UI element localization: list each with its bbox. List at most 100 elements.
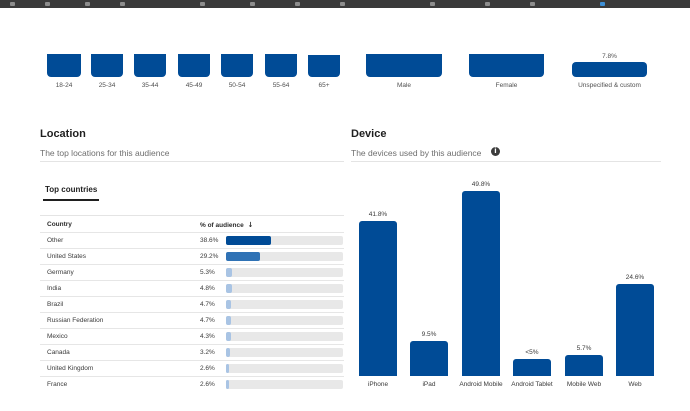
table-row: Germany 5.3% — [40, 264, 344, 280]
pct-bar-fill — [226, 364, 230, 373]
tab-top-countries[interactable]: Top countries — [45, 185, 98, 194]
toolbar-glyph-icon — [485, 2, 490, 6]
table-row: United Kingdom 2.6% — [40, 360, 344, 376]
country-name: Canada — [47, 349, 70, 356]
age-label: 55-64 — [272, 82, 290, 89]
country-pct: 2.6% — [200, 365, 215, 372]
location-title: Location — [40, 128, 86, 140]
location-divider — [40, 161, 344, 162]
device-bar — [513, 359, 551, 376]
toolbar-glyph-icon — [120, 2, 125, 6]
device-value-label: 5.7% — [576, 345, 592, 352]
age-label: 35-44 — [141, 82, 159, 89]
info-icon[interactable]: i — [491, 147, 500, 156]
pct-bar-fill — [226, 252, 261, 261]
column-header-pct[interactable]: % of audience ↓ — [200, 221, 253, 229]
pct-bar-track — [226, 316, 343, 325]
pct-bar-track — [226, 268, 343, 277]
device-value-label: 49.8% — [471, 181, 491, 188]
toolbar-glyph-icon — [340, 2, 345, 6]
device-category-label: Android Tablet — [511, 381, 553, 388]
device-value-label: <5% — [525, 349, 539, 356]
toolbar-glyph-icon — [85, 2, 90, 6]
age-bar — [134, 54, 166, 77]
age-bar — [91, 54, 123, 77]
age-bar — [178, 54, 210, 77]
country-pct: 29.2% — [200, 253, 219, 260]
country-pct: 4.7% — [200, 317, 215, 324]
toolbar-glyph-icon — [600, 2, 605, 6]
device-category-label: Mobile Web — [566, 381, 602, 388]
device-divider — [351, 161, 661, 162]
gender-value-label: 7.8% — [602, 53, 617, 60]
column-header-pct-label: % of audience — [200, 222, 244, 229]
device-bar — [565, 355, 603, 376]
age-label: 18-24 — [55, 82, 73, 89]
gender-bar-female — [469, 54, 544, 77]
device-category-label: Android Mobile — [459, 381, 503, 388]
device-bar — [616, 284, 654, 376]
device-category-label: iPad — [422, 381, 436, 388]
pct-bar-track — [226, 380, 343, 389]
toolbar-glyph-icon — [250, 2, 255, 6]
top-toolbar-strip — [0, 0, 690, 8]
table-row: Mexico 4.3% — [40, 328, 344, 344]
country-pct: 2.6% — [200, 381, 215, 388]
pct-bar-track — [226, 284, 343, 293]
age-label: 50-54 — [228, 82, 246, 89]
toolbar-glyph-icon — [530, 2, 535, 6]
pct-bar-fill — [226, 348, 230, 357]
age-bar — [265, 54, 297, 77]
age-label: 65+ — [318, 82, 330, 89]
device-category-label: iPhone — [367, 381, 389, 388]
gender-bar-unspecified — [572, 62, 647, 77]
age-label: 25-34 — [98, 82, 116, 89]
device-subtitle: The devices used by this audience — [351, 148, 482, 158]
country-name: Mexico — [47, 333, 68, 340]
age-bar — [47, 54, 81, 77]
country-name: United States — [47, 253, 87, 260]
country-pct: 38.6% — [200, 237, 219, 244]
country-pct: 4.8% — [200, 285, 215, 292]
pct-bar-track — [226, 348, 343, 357]
country-name: Brazil — [47, 301, 64, 308]
pct-bar-fill — [226, 316, 232, 325]
column-header-country[interactable]: Country — [47, 221, 72, 228]
pct-bar-fill — [226, 284, 232, 293]
table-row: Other 38.6% — [40, 232, 344, 248]
country-pct: 4.7% — [200, 301, 215, 308]
country-name: Russian Federation — [47, 317, 104, 324]
age-label: 45-49 — [185, 82, 203, 89]
pct-bar-track — [226, 252, 343, 261]
device-value-label: 41.8% — [368, 211, 388, 218]
country-name: Germany — [47, 269, 74, 276]
age-bar — [308, 55, 340, 77]
table-row: France 2.6% — [40, 376, 344, 392]
table-row: Russian Federation 4.7% — [40, 312, 344, 328]
pct-bar-track — [226, 236, 343, 245]
table-row: United States 29.2% — [40, 248, 344, 264]
gender-label: Unspecified & custom — [578, 82, 641, 89]
location-subtitle: The top locations for this audience — [40, 148, 170, 158]
device-category-label: Web — [628, 381, 642, 388]
country-name: United Kingdom — [47, 365, 94, 372]
toolbar-glyph-icon — [295, 2, 300, 6]
age-bar — [221, 54, 253, 77]
arrow-down-icon: ↓ — [247, 221, 254, 229]
device-title: Device — [351, 128, 387, 140]
country-name: India — [47, 285, 62, 292]
pct-bar-track — [226, 300, 343, 309]
table-top-border — [40, 215, 344, 216]
table-row: India 4.8% — [40, 280, 344, 296]
toolbar-glyph-icon — [10, 2, 15, 6]
pct-bar-fill — [226, 236, 272, 245]
pct-bar-fill — [226, 300, 232, 309]
pct-bar-fill — [226, 380, 230, 389]
device-bar — [359, 221, 397, 376]
toolbar-glyph-icon — [430, 2, 435, 6]
tab-active-indicator — [43, 199, 99, 201]
country-name: Other — [47, 237, 64, 244]
gender-bar-male — [366, 54, 442, 77]
table-row: Canada 3.2% — [40, 344, 344, 360]
pct-bar-track — [226, 332, 343, 341]
